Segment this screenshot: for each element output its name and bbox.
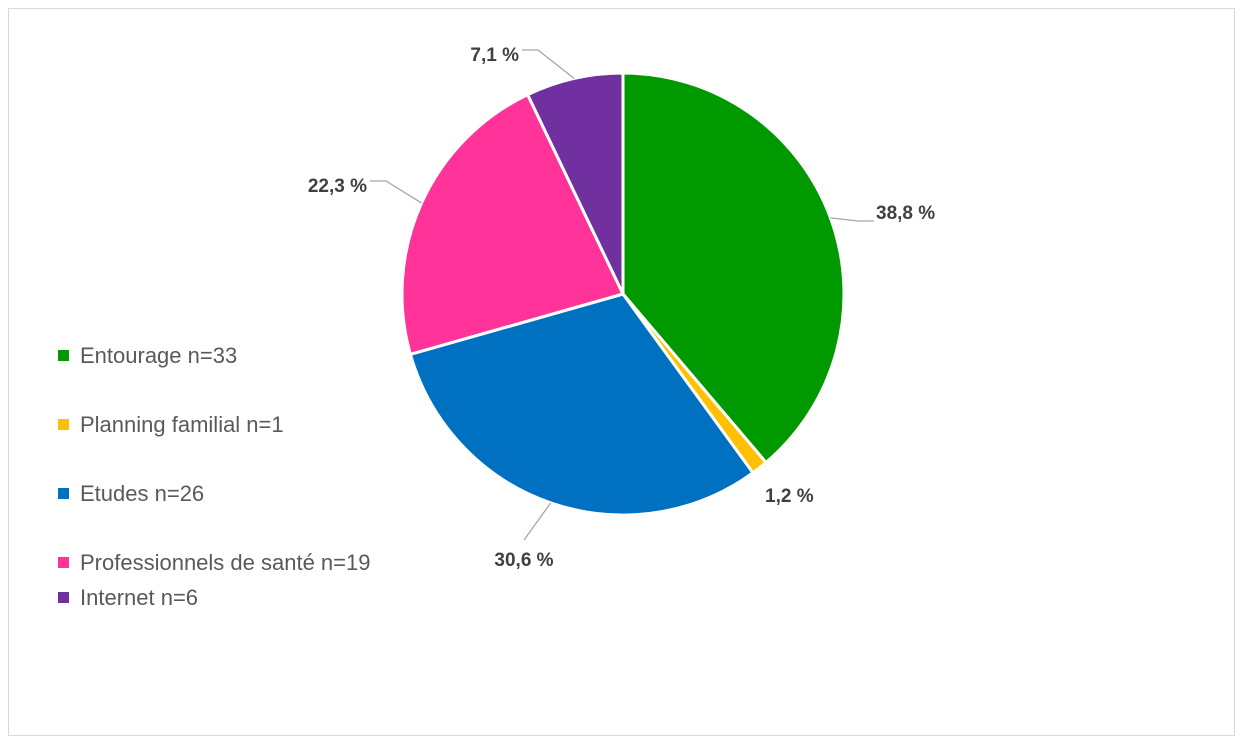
legend-item-etudes: Etudes n=26 bbox=[58, 478, 398, 509]
pie-slice-professionnels-de-sante bbox=[400, 93, 625, 356]
pie-slice-etudes bbox=[408, 292, 755, 517]
legend-label-internet: Internet n=6 bbox=[80, 585, 199, 610]
data-label-etudes: 30,6 % bbox=[494, 550, 553, 571]
legend-item-professionnels-de-sante: Professionnels de santé n=19 bbox=[58, 547, 398, 578]
legend-label-etudes: Etudes n=26 bbox=[80, 481, 205, 506]
data-label-professionnels-de-sante: 22,3 % bbox=[308, 176, 367, 197]
data-labels: 38,8 % 1,2 % 30,6 % 22,3 % 7,1 % bbox=[308, 45, 935, 571]
legend-label-entourage: Entourage n=33 bbox=[80, 343, 238, 368]
legend-swatch-professionnels-de-sante bbox=[58, 557, 69, 568]
leader-line-professionnels-de-sante bbox=[370, 180, 422, 204]
pie-slice-entourage bbox=[621, 71, 846, 464]
legend-item-entourage: Entourage n=33 bbox=[58, 340, 398, 371]
data-label-internet: 7,1 % bbox=[470, 45, 519, 66]
legend-swatch-etudes bbox=[58, 488, 69, 499]
legend-swatch-planning-familial bbox=[58, 419, 69, 430]
leader-line-etudes bbox=[523, 502, 552, 541]
pie-slices bbox=[400, 71, 846, 517]
legend-swatch-internet bbox=[58, 592, 69, 603]
legend-item-planning-familial: Planning familial n=1 bbox=[58, 409, 398, 440]
data-label-planning-familial: 1,2 % bbox=[765, 486, 814, 507]
legend-swatch-entourage bbox=[58, 350, 69, 361]
legend: Entourage n=33 Planning familial n=1 Etu… bbox=[58, 340, 398, 613]
data-label-entourage: 38,8 % bbox=[876, 203, 935, 224]
leader-line-entourage bbox=[830, 217, 874, 222]
legend-label-professionnels-de-sante: Professionnels de santé n=19 bbox=[80, 550, 371, 575]
leader-lines bbox=[370, 49, 874, 541]
leader-line-internet bbox=[522, 49, 575, 79]
legend-label-planning-familial: Planning familial n=1 bbox=[80, 412, 284, 437]
legend-item-internet: Internet n=6 bbox=[58, 582, 398, 613]
